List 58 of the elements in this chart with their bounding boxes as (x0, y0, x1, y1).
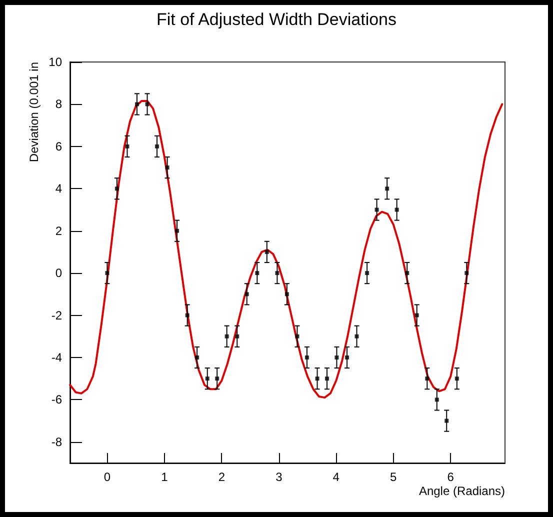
x-tick-label: 6 (447, 470, 454, 484)
y-axis-title: Deviation (0.001 in (27, 62, 41, 162)
point (425, 376, 430, 381)
point (264, 250, 269, 254)
y-tick-label: 4 (55, 182, 62, 196)
point (345, 355, 350, 360)
point (434, 398, 439, 402)
point (365, 271, 370, 276)
x-axis-title: Angle (Radians) (418, 484, 505, 498)
point (215, 376, 220, 381)
point (125, 144, 130, 148)
y-tick-label: 2 (55, 224, 62, 238)
point (255, 271, 260, 276)
point (284, 292, 289, 296)
point (414, 313, 419, 318)
x-tick-label: 0 (104, 470, 111, 484)
point (334, 355, 339, 360)
chart-title: Fit of Adjusted Width Deviations (156, 10, 397, 29)
point (405, 271, 410, 276)
y-tick-label: -6 (51, 392, 62, 407)
point (385, 186, 390, 191)
x-tick-label: 1 (161, 470, 168, 484)
point (464, 271, 469, 276)
point (224, 334, 229, 338)
point (185, 313, 190, 318)
point (235, 334, 240, 338)
point (394, 208, 399, 212)
point (354, 334, 359, 338)
point (145, 102, 150, 106)
point (444, 418, 449, 423)
y-tick-label: -8 (51, 434, 62, 449)
y-tick-label: 6 (55, 139, 62, 154)
point (165, 166, 170, 170)
point (275, 271, 280, 276)
y-tick-label: -4 (51, 350, 62, 364)
point (134, 102, 139, 106)
point (315, 376, 320, 381)
point (454, 376, 459, 381)
x-tick-label: 2 (218, 470, 226, 484)
y-tick-label: 0 (55, 266, 62, 280)
point (105, 271, 110, 276)
y-tick-label: -2 (51, 308, 62, 322)
point (175, 228, 180, 233)
x-tick-label: 3 (276, 470, 283, 484)
y-tick-label: 8 (55, 97, 62, 112)
point (304, 355, 309, 360)
point (295, 334, 300, 338)
point (324, 376, 329, 381)
point (205, 376, 210, 381)
y-tick-label: 10 (48, 55, 62, 69)
x-tick-label: 5 (390, 470, 398, 484)
x-tick-label: 4 (332, 470, 340, 484)
point (374, 208, 379, 212)
point (244, 292, 249, 296)
point (155, 144, 159, 148)
point (195, 355, 200, 360)
point (114, 186, 119, 191)
line-series (69, 100, 504, 399)
